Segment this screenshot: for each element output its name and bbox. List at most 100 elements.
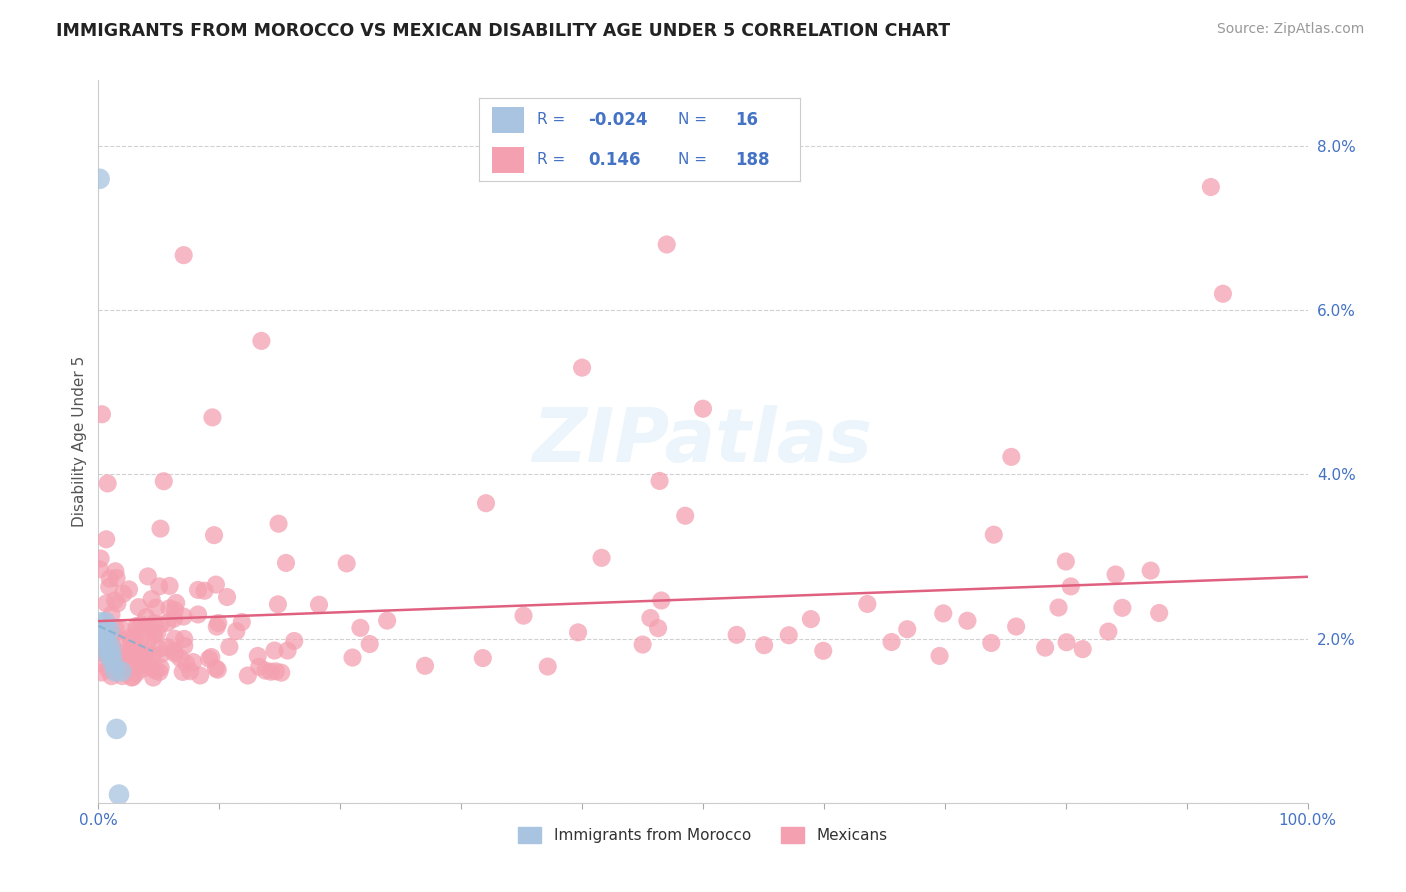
- Point: [207, 616, 229, 631]
- Point: [567, 625, 589, 640]
- Point: [413, 658, 436, 673]
- Point: [359, 637, 381, 651]
- Point: [91, 632, 114, 647]
- Point: [173, 639, 195, 653]
- Point: [537, 659, 560, 673]
- Point: [100, 648, 122, 662]
- Point: [156, 615, 179, 630]
- Legend: Immigrants from Morocco, Mexicans: Immigrants from Morocco, Mexicans: [512, 822, 894, 849]
- Point: [118, 649, 141, 664]
- Point: [120, 653, 142, 667]
- Point: [342, 650, 364, 665]
- Point: [97, 648, 120, 662]
- Point: [145, 600, 167, 615]
- Point: [188, 668, 211, 682]
- Point: [89, 656, 111, 670]
- Point: [163, 647, 186, 661]
- Point: [264, 665, 287, 679]
- Point: [205, 577, 228, 591]
- Point: [135, 644, 157, 658]
- Point: [896, 622, 918, 636]
- Point: [94, 641, 117, 656]
- Point: [571, 360, 593, 375]
- Point: [141, 592, 163, 607]
- Point: [112, 587, 135, 601]
- Point: [127, 645, 149, 659]
- Point: [169, 651, 191, 665]
- Point: [125, 629, 148, 643]
- Point: [187, 607, 209, 622]
- Point: [1199, 180, 1222, 194]
- Point: [165, 596, 187, 610]
- Point: [267, 516, 290, 531]
- Point: [108, 788, 131, 802]
- Point: [250, 334, 273, 348]
- Text: Source: ZipAtlas.com: Source: ZipAtlas.com: [1216, 22, 1364, 37]
- Point: [200, 650, 222, 665]
- Point: [655, 237, 678, 252]
- Point: [125, 619, 148, 633]
- Point: [1139, 564, 1161, 578]
- Point: [135, 610, 157, 624]
- Point: [142, 671, 165, 685]
- Point: [117, 648, 139, 663]
- Point: [591, 550, 613, 565]
- Point: [156, 640, 179, 655]
- Point: [136, 569, 159, 583]
- Point: [179, 665, 201, 679]
- Point: [93, 640, 115, 654]
- Point: [145, 664, 167, 678]
- Text: IMMIGRANTS FROM MOROCCO VS MEXICAN DISABILITY AGE UNDER 5 CORRELATION CHART: IMMIGRANTS FROM MOROCCO VS MEXICAN DISAB…: [56, 22, 950, 40]
- Point: [236, 668, 259, 682]
- Point: [928, 648, 950, 663]
- Point: [134, 653, 156, 667]
- Point: [880, 635, 903, 649]
- Point: [752, 638, 775, 652]
- Point: [475, 496, 498, 510]
- Point: [146, 625, 169, 640]
- Point: [100, 607, 122, 622]
- Point: [94, 615, 117, 630]
- Point: [132, 657, 155, 672]
- Point: [150, 647, 173, 661]
- Point: [159, 601, 181, 615]
- Point: [1147, 606, 1170, 620]
- Point: [647, 621, 669, 635]
- Point: [93, 637, 115, 651]
- Point: [856, 597, 879, 611]
- Point: [980, 636, 1002, 650]
- Point: [187, 582, 209, 597]
- Point: [97, 476, 120, 491]
- Point: [125, 666, 148, 681]
- Point: [122, 642, 145, 657]
- Point: [110, 632, 132, 647]
- Point: [149, 661, 172, 675]
- Point: [673, 508, 696, 523]
- Point: [215, 590, 238, 604]
- Point: [267, 597, 290, 611]
- Point: [778, 628, 800, 642]
- Point: [336, 557, 359, 571]
- Point: [205, 620, 228, 634]
- Point: [246, 648, 269, 663]
- Point: [173, 609, 195, 624]
- Point: [107, 660, 129, 674]
- Point: [91, 632, 114, 646]
- Point: [725, 628, 748, 642]
- Point: [648, 474, 671, 488]
- Point: [163, 644, 186, 658]
- Point: [100, 654, 122, 668]
- Point: [94, 624, 117, 638]
- Point: [98, 624, 121, 638]
- Point: [631, 638, 654, 652]
- Point: [1005, 619, 1028, 633]
- Point: [640, 611, 662, 625]
- Point: [260, 665, 283, 679]
- Point: [349, 621, 371, 635]
- Point: [149, 617, 172, 632]
- Point: [263, 643, 285, 657]
- Point: [128, 650, 150, 665]
- Point: [173, 632, 195, 646]
- Point: [105, 722, 128, 736]
- Point: [96, 596, 118, 610]
